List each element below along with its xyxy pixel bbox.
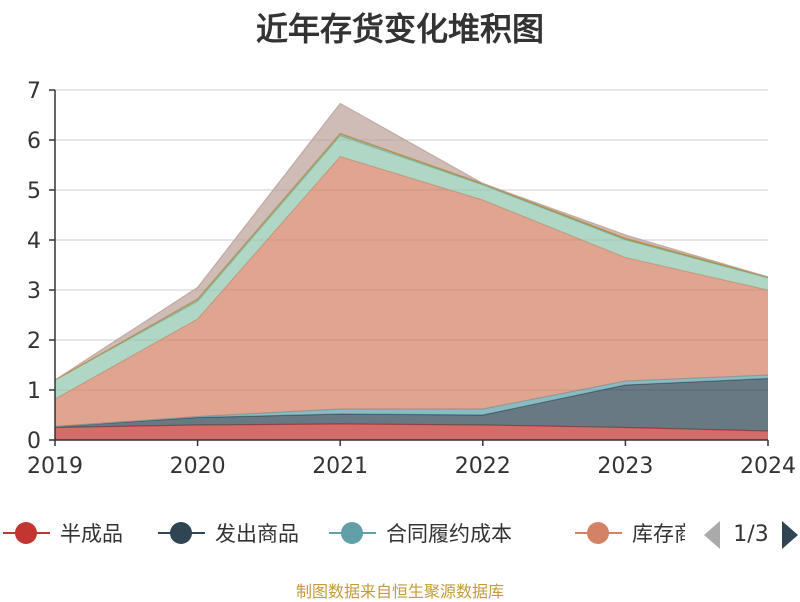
area-series — [55, 375, 768, 427]
legend-page-indicator: 1/3 — [733, 522, 768, 547]
legend-next-page-icon[interactable] — [782, 521, 798, 549]
series-line — [54, 102, 769, 381]
legend-circle-icon — [587, 522, 609, 544]
y-tick-label: 1 — [27, 379, 41, 404]
y-tick-label: 0 — [27, 429, 41, 454]
area-series — [55, 156, 768, 427]
legend-label: 发出商品 — [215, 522, 299, 546]
y-tick-label: 5 — [27, 179, 41, 204]
x-tick-label: 2024 — [740, 454, 796, 479]
x-tick-label: 2023 — [597, 454, 653, 479]
legend-items: 半成品 发出商品 合同履约成本 库存商 — [3, 522, 695, 546]
x-tick-label: 2020 — [170, 454, 226, 479]
legend-label: 半成品 — [60, 522, 123, 546]
legend-item[interactable]: 发出商品 — [158, 522, 299, 546]
x-tick-label: 2019 — [27, 454, 83, 479]
legend-circle-icon — [170, 522, 192, 544]
y-tick-label: 4 — [27, 229, 41, 254]
x-tick-label: 2021 — [312, 454, 368, 479]
legend-item[interactable]: 半成品 — [3, 522, 123, 546]
x-tick-label: 2022 — [455, 454, 511, 479]
legend-item[interactable]: 合同履约成本 — [329, 522, 512, 546]
legend-prev-page-icon[interactable] — [704, 521, 720, 549]
legend-label: 库存商 — [632, 522, 695, 546]
area-series — [54, 102, 769, 440]
y-tick-label: 7 — [27, 79, 41, 104]
legend-label: 合同履约成本 — [386, 522, 512, 546]
legend-circle-icon — [341, 522, 363, 544]
y-tick-label: 3 — [27, 279, 41, 304]
chart-title: 近年存货变化堆积图 — [255, 10, 544, 48]
area-series — [55, 424, 768, 440]
y-tick-label: 6 — [27, 129, 41, 154]
legend-item[interactable]: 库存商 — [575, 522, 695, 546]
axes: 0 1 2 3 4 5 6 7 2019 2020 2021 2022 2023 2024 — [27, 79, 796, 479]
legend: 半成品 发出商品 合同履约成本 库存商 1/3 — [3, 521, 798, 549]
area-series — [55, 378, 768, 431]
legend-circle-icon — [15, 522, 37, 544]
y-tick-label: 2 — [27, 329, 41, 354]
source-note: 制图数据来自恒生聚源数据库 — [295, 582, 504, 601]
